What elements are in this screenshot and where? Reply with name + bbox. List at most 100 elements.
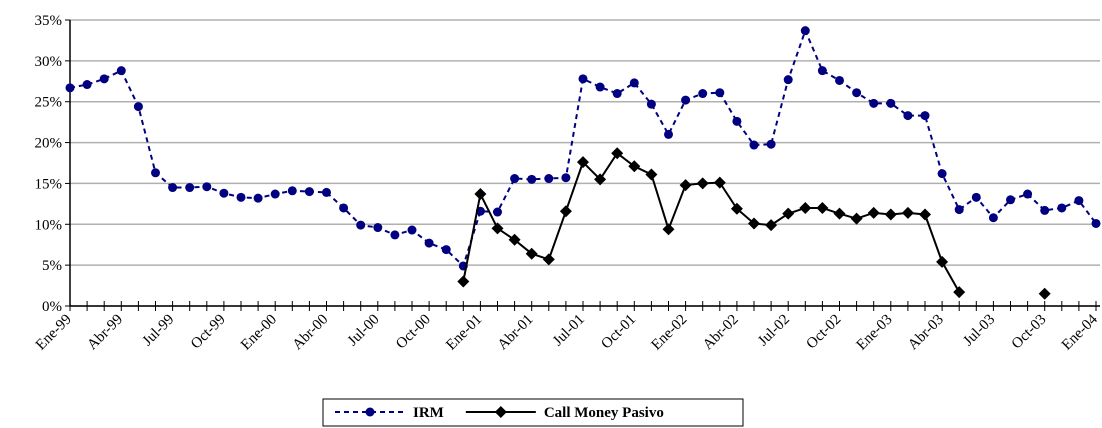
point: [525, 247, 538, 260]
point: [698, 89, 708, 99]
point: [662, 223, 675, 236]
point: [594, 173, 607, 186]
y-tick-label: 15%: [35, 176, 63, 192]
point: [542, 253, 555, 266]
x-tick-label: Ene-00: [238, 312, 280, 354]
point: [850, 212, 863, 225]
point: [474, 188, 487, 201]
x-tick-label: Oct-00: [393, 312, 434, 353]
point: [1074, 196, 1084, 206]
point: [441, 245, 451, 255]
point: [715, 88, 725, 98]
x-tick-label: Abr-00: [290, 312, 332, 354]
point: [253, 193, 263, 203]
point: [732, 116, 742, 126]
y-tick-label: 25%: [35, 95, 63, 111]
x-tick-label: Ene-99: [33, 312, 75, 354]
point: [407, 225, 417, 235]
point: [867, 206, 880, 219]
legend-marker: [494, 406, 507, 418]
x-tick-label: Ene-03: [854, 312, 896, 354]
point: [835, 75, 844, 85]
y-tick-label: 5%: [42, 258, 62, 274]
x-tick-label: Ene-04: [1059, 311, 1101, 353]
legend: IRM Call Money Pasivo: [322, 398, 744, 427]
point: [919, 208, 931, 221]
point: [953, 286, 966, 299]
point: [611, 147, 624, 160]
series-line: [69, 27, 1097, 268]
x-tick-label: Jul-02: [755, 312, 793, 350]
point: [833, 207, 846, 220]
point: [491, 222, 504, 235]
point: [749, 140, 759, 150]
point: [236, 192, 246, 202]
point: [646, 99, 656, 109]
point: [356, 220, 366, 230]
y-tick-label: 35%: [35, 13, 63, 29]
point: [339, 203, 349, 213]
point: [457, 275, 470, 288]
point: [185, 183, 195, 193]
point: [287, 186, 297, 196]
point: [852, 88, 862, 98]
point: [151, 168, 160, 178]
point: [817, 66, 827, 76]
y-tick-label: 10%: [35, 217, 63, 233]
point: [561, 173, 571, 183]
point: [645, 168, 658, 181]
point: [765, 219, 778, 232]
point: [766, 139, 776, 149]
x-tick-label: Jul-03: [960, 312, 998, 350]
point: [679, 179, 692, 192]
point: [390, 230, 400, 240]
point: [458, 261, 468, 271]
x-tick-label: Oct-03: [1009, 312, 1050, 353]
legend-label: IRM: [413, 405, 444, 421]
point: [730, 202, 743, 215]
point: [936, 255, 949, 268]
point: [920, 111, 930, 121]
point: [954, 205, 964, 215]
y-tick-label: 0%: [42, 299, 62, 315]
point: [800, 26, 810, 36]
point: [322, 187, 331, 197]
point: [219, 188, 229, 198]
point: [612, 89, 622, 99]
point: [937, 169, 947, 179]
point: [82, 80, 92, 90]
point: [884, 208, 897, 221]
point: [1006, 195, 1015, 205]
point: [748, 217, 760, 230]
point: [493, 207, 502, 217]
x-tick-label: Jul-01: [550, 312, 588, 350]
x-tick-label: Abr-02: [700, 312, 742, 354]
point: [886, 98, 896, 108]
x-tick-label: Ene-01: [443, 312, 485, 354]
x-tick-label: Jul-00: [345, 312, 383, 350]
point: [628, 160, 641, 173]
point: [595, 82, 605, 92]
point: [903, 111, 913, 121]
point: [578, 74, 588, 84]
legend-label: Call Money Pasivo: [544, 405, 664, 421]
point: [971, 192, 981, 202]
point: [270, 189, 280, 199]
point: [424, 238, 434, 248]
point: [202, 182, 212, 192]
x-tick-label: Abr-01: [495, 312, 537, 354]
point: [783, 75, 793, 85]
point: [168, 183, 178, 193]
point: [544, 174, 554, 184]
point: [304, 187, 314, 197]
point: [782, 207, 795, 220]
point: [1040, 205, 1050, 215]
point: [681, 95, 691, 105]
point: [901, 206, 914, 219]
point: [508, 233, 521, 246]
point: [133, 102, 143, 112]
point: [577, 156, 589, 169]
x-tick-label: Oct-02: [804, 312, 845, 353]
point: [1023, 189, 1033, 199]
